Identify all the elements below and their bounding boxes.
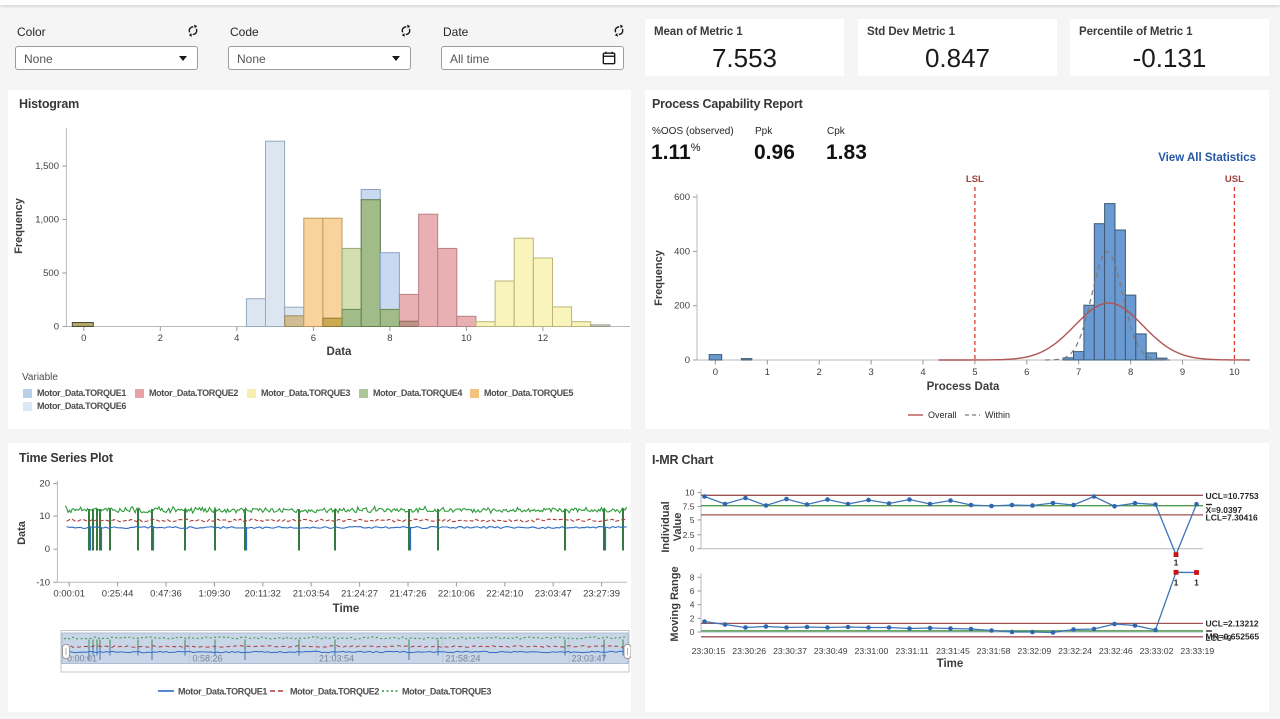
svg-text:Overall: Overall [928,410,957,420]
svg-text:1: 1 [1174,577,1179,587]
svg-text:1:09:30: 1:09:30 [199,589,231,600]
svg-text:23:30:49: 23:30:49 [814,646,848,656]
svg-text:23:32:09: 23:32:09 [1017,646,1051,656]
svg-text:6: 6 [690,586,695,596]
svg-text:200: 200 [674,301,690,312]
svg-text:Data: Data [327,346,353,358]
svg-text:500: 500 [43,268,59,279]
svg-text:Time: Time [333,603,360,615]
svg-text:600: 600 [674,192,690,203]
svg-text:LSL: LSL [966,174,984,185]
svg-text:0:47:36: 0:47:36 [150,589,182,600]
svg-text:Within: Within [985,410,1010,420]
svg-text:X=9.0397: X=9.0397 [1206,505,1243,515]
svg-text:7.5: 7.5 [683,502,695,512]
svg-text:23:31:58: 23:31:58 [977,646,1011,656]
svg-text:0: 0 [690,544,695,554]
svg-text:23:32:46: 23:32:46 [1099,646,1133,656]
svg-text:8: 8 [690,572,695,582]
svg-text:7: 7 [1076,367,1081,378]
svg-text:Motor_Data.TORQUE1: Motor_Data.TORQUE1 [178,687,267,697]
svg-text:1,500: 1,500 [35,161,59,172]
svg-text:0:00:01: 0:00:01 [53,589,85,600]
svg-text:Frequency: Frequency [13,197,25,254]
svg-text:-10: -10 [36,577,50,588]
svg-text:23:31:11: 23:31:11 [896,646,929,656]
svg-text:0: 0 [81,333,86,344]
svg-text:5: 5 [972,367,977,378]
svg-text:23:03:47: 23:03:47 [572,654,607,664]
svg-text:2: 2 [817,367,822,378]
svg-text:4: 4 [690,600,695,610]
svg-text:23:30:26: 23:30:26 [732,646,766,656]
svg-text:12: 12 [538,333,549,344]
svg-text:10: 10 [39,511,50,522]
svg-text:4: 4 [234,333,239,344]
svg-text:23:30:15: 23:30:15 [692,646,726,656]
svg-text:0:25:44: 0:25:44 [102,589,134,600]
svg-text:0:00:01: 0:00:01 [67,654,97,664]
svg-text:23:03:47: 23:03:47 [535,589,572,600]
svg-text:10: 10 [1229,367,1240,378]
svg-text:1,000: 1,000 [35,215,59,226]
svg-text:23:31:00: 23:31:00 [854,646,888,656]
svg-text:2: 2 [690,613,695,623]
svg-text:3: 3 [868,367,873,378]
svg-text:21:03:54: 21:03:54 [293,589,330,600]
svg-text:4: 4 [920,367,925,378]
svg-text:Time: Time [937,658,964,670]
svg-text:UCL=10.7753: UCL=10.7753 [1206,491,1259,501]
svg-text:21:58:24: 21:58:24 [446,654,481,664]
svg-text:22:10:06: 22:10:06 [438,589,475,600]
svg-text:1: 1 [1194,578,1199,588]
svg-text:23:32:24: 23:32:24 [1058,646,1092,656]
svg-text:6: 6 [1024,367,1029,378]
svg-text:Data: Data [16,520,28,545]
svg-text:LCL=7.30416: LCL=7.30416 [1206,513,1258,523]
svg-text:2: 2 [158,333,163,344]
svg-text:20: 20 [39,479,50,490]
svg-text:0: 0 [685,355,690,366]
svg-text:Process Data: Process Data [927,381,1000,393]
svg-text:USL: USL [1225,174,1244,185]
svg-text:10: 10 [685,488,695,498]
svg-text:Frequency: Frequency [653,249,665,306]
svg-text:Individual: Individual [660,501,672,552]
svg-text:0: 0 [713,367,718,378]
svg-text:Value: Value [672,513,684,542]
svg-text:10: 10 [461,333,472,344]
svg-text:1: 1 [1174,558,1179,568]
svg-text:8: 8 [1128,367,1133,378]
svg-text:2.5: 2.5 [683,530,695,540]
svg-text:6: 6 [311,333,316,344]
svg-text:0: 0 [45,544,50,555]
svg-text:UCL=2.13212: UCL=2.13212 [1206,619,1259,629]
svg-text:0:58:26: 0:58:26 [193,654,223,664]
svg-text:Moving Range: Moving Range [669,566,681,641]
svg-text:Motor_Data.TORQUE2: Motor_Data.TORQUE2 [290,687,379,697]
svg-text:21:03:54: 21:03:54 [319,654,354,664]
svg-text:Motor_Data.TORQUE3: Motor_Data.TORQUE3 [402,687,491,697]
svg-text:MR=0.652565: MR=0.652565 [1206,632,1260,642]
svg-text:23:27:39: 23:27:39 [583,589,620,600]
svg-text:8: 8 [387,333,392,344]
svg-text:23:31:45: 23:31:45 [936,646,970,656]
svg-text:22:42:10: 22:42:10 [486,589,523,600]
svg-text:LCL=0: LCL=0 [1206,633,1232,643]
svg-text:20:11:32: 20:11:32 [245,589,281,600]
svg-text:23:33:19: 23:33:19 [1180,646,1214,656]
svg-text:0: 0 [54,322,59,333]
svg-text:400: 400 [674,246,690,257]
svg-text:21:24:27: 21:24:27 [341,589,378,600]
svg-text:0: 0 [690,627,695,637]
svg-text:23:30:37: 23:30:37 [773,646,807,656]
svg-text:1: 1 [765,367,770,378]
svg-text:5: 5 [690,515,695,525]
svg-text:23:33:02: 23:33:02 [1140,646,1174,656]
svg-text:9: 9 [1180,367,1185,378]
svg-text:21:47:26: 21:47:26 [390,589,427,600]
